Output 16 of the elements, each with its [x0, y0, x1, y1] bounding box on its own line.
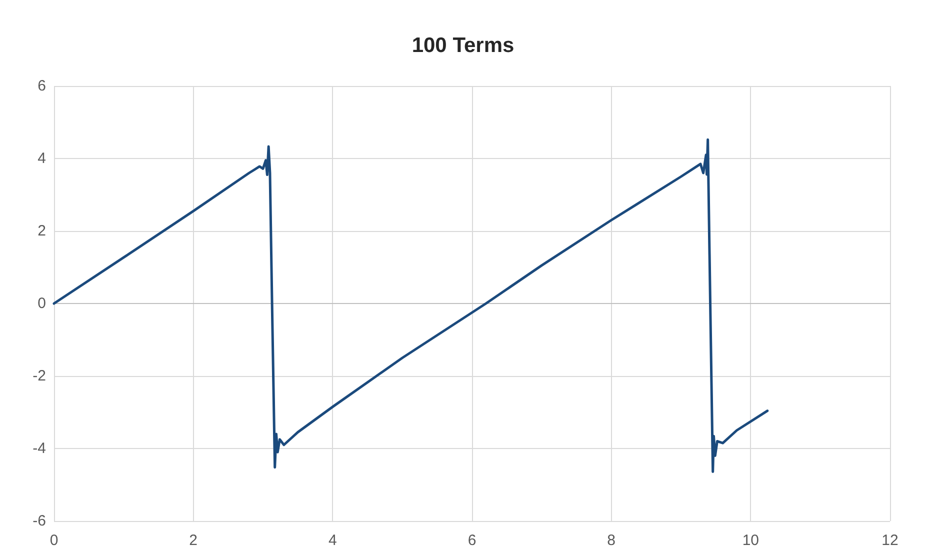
y-tick-label: 0 [38, 295, 46, 312]
x-tick-label: 10 [742, 532, 760, 549]
line-series [52, 138, 769, 473]
x-tick-label: 6 [468, 532, 476, 549]
y-tick-label: -4 [32, 440, 46, 457]
x-tick-label: 8 [607, 532, 616, 549]
x-tick-label: 2 [189, 532, 198, 549]
y-tick-label: -2 [32, 368, 46, 384]
x-tick-label: 0 [50, 532, 58, 549]
y-tick-label: 2 [38, 222, 46, 240]
y-tick-label: -6 [32, 512, 46, 530]
x-tick-label: 4 [328, 532, 337, 549]
chart-title: 100 Terms [412, 34, 514, 57]
y-tick-label: 6 [38, 78, 46, 94]
y-tick-label: 4 [38, 150, 46, 167]
x-tick-label: 12 [882, 532, 898, 549]
